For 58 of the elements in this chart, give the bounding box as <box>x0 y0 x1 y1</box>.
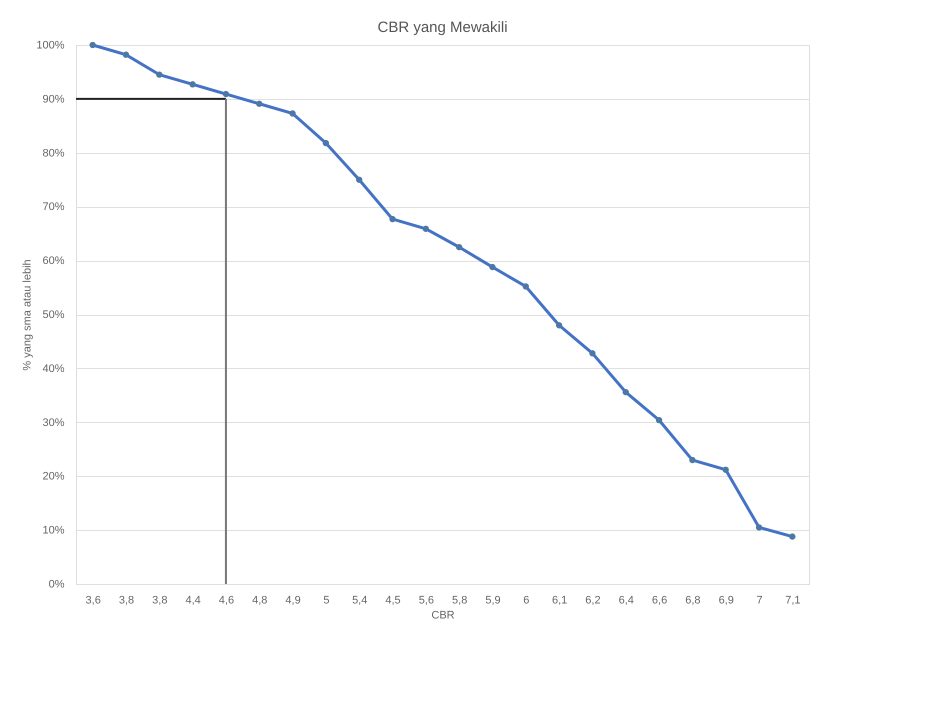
x-tick-label: 6,6 <box>652 594 668 606</box>
x-tick-label: 6 <box>523 594 530 606</box>
x-tick-label: 5,8 <box>452 594 468 606</box>
x-tick-label: 4,6 <box>218 594 234 606</box>
x-tick-label: 3,6 <box>86 594 101 606</box>
point <box>222 90 230 98</box>
x-tick-label: 3,8 <box>152 594 168 606</box>
y-tick-label: 50% <box>42 309 65 321</box>
point <box>122 52 130 58</box>
point <box>322 140 330 146</box>
x-tick-label: 5,4 <box>352 594 368 606</box>
x-tick-label: 7,1 <box>785 594 800 606</box>
y-tick-label: 10% <box>42 524 65 537</box>
chart-title: CBR yang Mewakili <box>377 19 508 36</box>
x-tick-label: 7 <box>756 594 763 606</box>
point <box>356 176 362 183</box>
point <box>189 81 196 88</box>
point <box>389 216 396 222</box>
y-axis-title: % yang sma atau lebih <box>21 259 34 371</box>
point <box>722 466 729 473</box>
point <box>622 388 629 396</box>
point <box>456 244 462 250</box>
x-tick-label: 4,5 <box>385 594 401 606</box>
y-tick-label: 0% <box>48 578 65 590</box>
y-tick-label: 30% <box>42 416 65 429</box>
y-tick-label: 40% <box>42 362 65 375</box>
x-tick-label: 4,8 <box>252 594 268 606</box>
point <box>156 71 162 78</box>
y-tick-label: 100% <box>36 40 65 52</box>
x-tick-label: 5,6 <box>418 594 434 606</box>
point <box>522 283 529 290</box>
point <box>256 100 262 107</box>
y-tick-label: 90% <box>42 93 65 106</box>
x-tick-label: 4,9 <box>285 594 301 606</box>
point <box>756 524 762 531</box>
y-tick-label: 80% <box>42 147 65 160</box>
x-tick-label: 3,8 <box>118 594 134 606</box>
point <box>589 350 596 356</box>
point <box>422 226 430 232</box>
point <box>556 322 562 328</box>
point <box>89 42 96 48</box>
y-tick-label: 20% <box>42 470 65 483</box>
point <box>656 416 662 424</box>
x-tick-label: 6,1 <box>552 594 568 606</box>
x-tick-label: 6,8 <box>685 594 701 606</box>
y-tick-label: 70% <box>42 201 65 214</box>
x-tick-label: 6,4 <box>618 594 634 606</box>
x-axis-title: CBR <box>431 610 455 622</box>
point <box>689 456 696 464</box>
x-tick-label: 6,9 <box>718 594 734 606</box>
x-tick-label: 6,2 <box>585 594 601 606</box>
x-tick-label: 5,9 <box>485 594 501 606</box>
x-tick-label: 4,4 <box>185 594 201 606</box>
y-tick-label: 60% <box>42 255 65 268</box>
point <box>289 110 296 117</box>
point <box>489 264 496 270</box>
point <box>789 533 796 540</box>
x-tick-label: 5 <box>323 594 330 606</box>
